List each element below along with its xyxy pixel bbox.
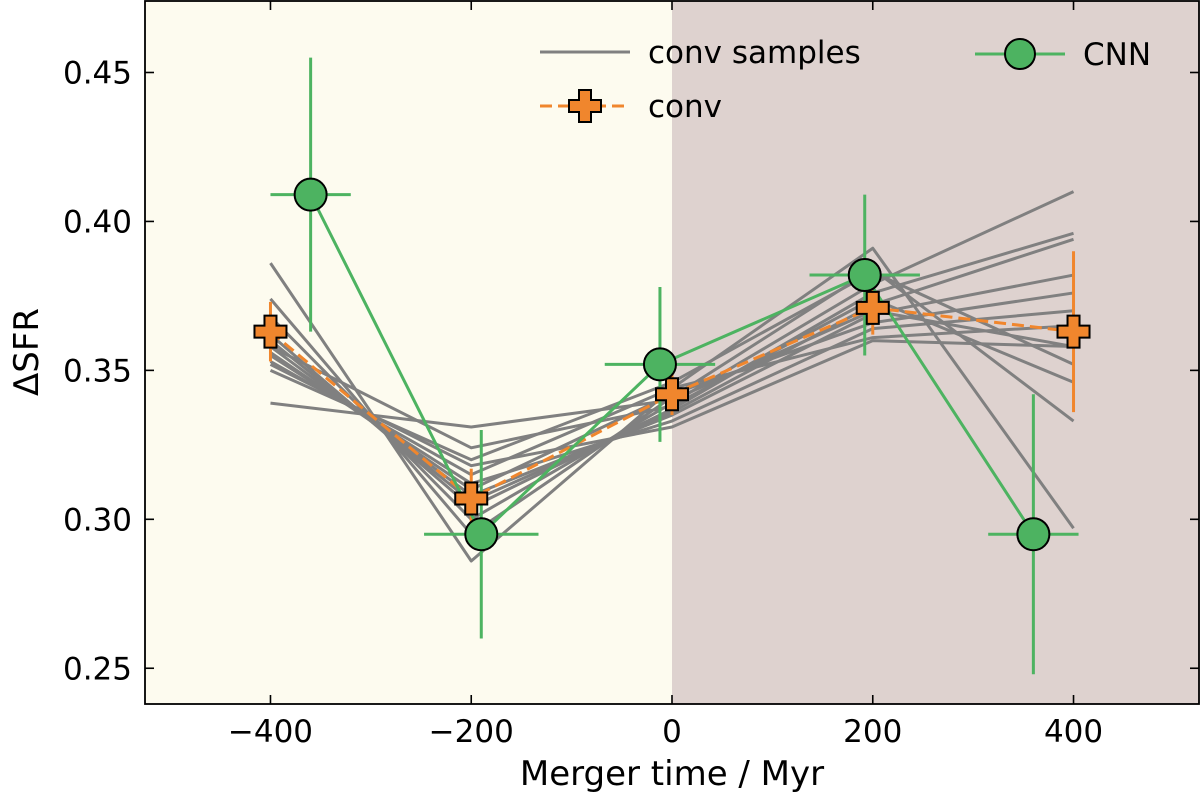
legend: conv samples conv CNN	[540, 35, 1151, 125]
x-tick-label: 0	[662, 714, 682, 750]
legend-cnn-label: CNN	[1083, 37, 1151, 73]
legend-conv-marker	[568, 89, 602, 123]
x-tick-label: −400	[228, 714, 313, 750]
x-tick-label: 200	[843, 714, 902, 750]
conv-point	[855, 290, 890, 325]
conv-point	[1056, 314, 1091, 349]
cnn-point	[464, 517, 499, 552]
cnn-point	[642, 347, 677, 382]
y-tick-label: 0.40	[63, 204, 132, 240]
legend-conv-label: conv	[648, 89, 722, 125]
background-region-1	[672, 1, 1199, 704]
legend-cnn-marker	[1004, 38, 1036, 70]
cnn-point	[847, 258, 882, 293]
conv-sample-line	[269, 339, 1074, 468]
conv-point	[655, 377, 689, 412]
y-tick-label: 0.30	[63, 502, 132, 538]
conv-point	[454, 481, 489, 516]
y-tick-label: 0.25	[63, 651, 132, 687]
y-tick-label: 0.35	[63, 353, 132, 389]
conv-point	[253, 314, 288, 349]
cnn-markers	[293, 177, 1051, 552]
y-axis-label: ΔSFR	[7, 308, 47, 396]
legend-samples-label: conv samples	[648, 35, 861, 71]
x-tick-label: 400	[1044, 714, 1103, 750]
x-tick-label: −200	[429, 714, 514, 750]
y-tick-label: 0.45	[63, 55, 132, 91]
axis-ticks: −400 −200 0 200 400 0.25 0.30 0.35 0.40 0.45	[63, 1, 1199, 750]
cnn-point	[293, 177, 328, 212]
conv-markers	[253, 290, 1091, 516]
x-axis-label: Merger time / Myr	[520, 754, 824, 794]
cnn-point	[1016, 517, 1051, 552]
